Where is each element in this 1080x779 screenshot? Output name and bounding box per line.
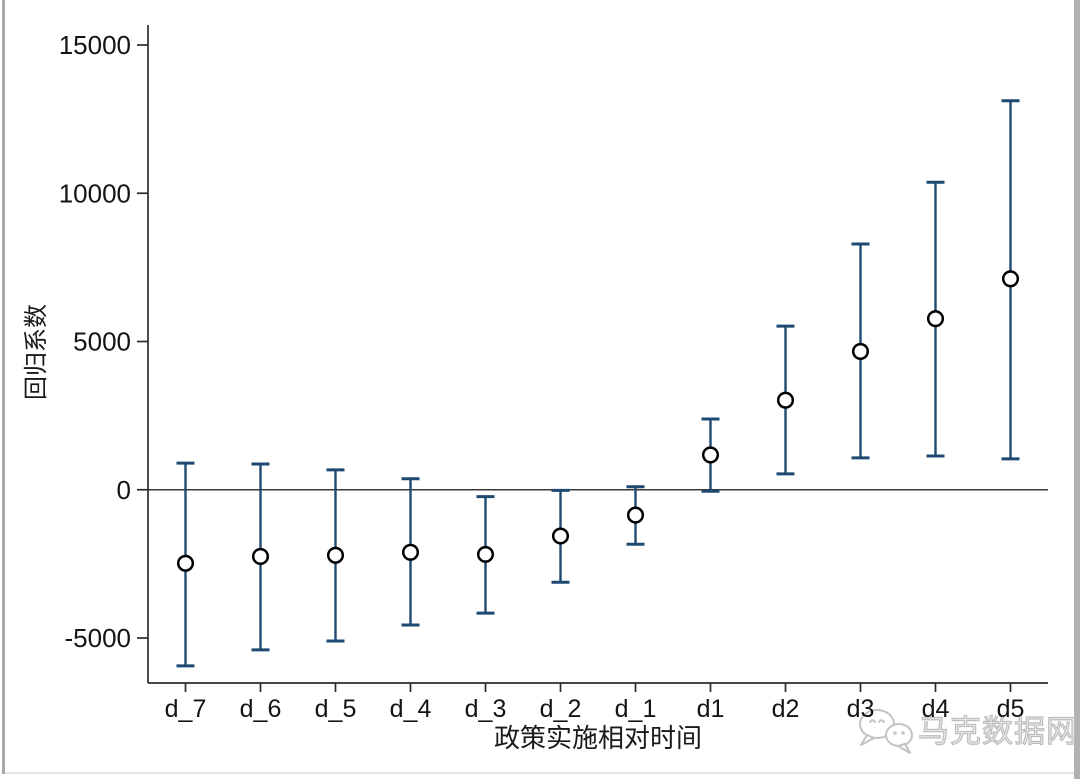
x-tick-label: d_4 <box>390 695 432 723</box>
page-edge-left <box>2 0 5 774</box>
x-tick-label: d2 <box>772 695 800 723</box>
x-tick-label: d_6 <box>240 695 282 723</box>
coef-marker <box>401 543 420 561</box>
x-tick-label: d5 <box>997 695 1025 723</box>
coef-marker <box>626 506 645 524</box>
coef-marker <box>551 527 570 545</box>
coef-marker <box>326 546 345 564</box>
coef-marker <box>701 446 720 464</box>
y-tick-label: 15000 <box>59 30 131 60</box>
x-tick-label: d1 <box>697 695 725 723</box>
page-edge-right <box>1074 0 1080 779</box>
x-tick-label: d_7 <box>165 695 207 723</box>
coef-marker <box>851 342 870 360</box>
x-tick-label: d_5 <box>315 695 357 723</box>
x-tick-label: d_3 <box>465 695 507 723</box>
page-edge-bottom <box>5 772 1074 774</box>
y-tick-label: 10000 <box>59 178 131 208</box>
coef-marker <box>926 310 945 328</box>
x-axis-title: 政策实施相对时间 <box>494 723 702 753</box>
coef-marker <box>776 391 795 409</box>
x-tick-label: d_2 <box>540 695 582 723</box>
x-tick-label: d_1 <box>615 695 657 723</box>
coef-marker <box>1001 270 1020 288</box>
y-tick-label: 5000 <box>73 327 131 357</box>
coef-marker <box>176 554 195 572</box>
x-tick-label: d3 <box>847 695 875 723</box>
x-tick-label: d4 <box>922 695 950 723</box>
y-tick-label: -5000 <box>65 623 132 653</box>
y-tick-label: 0 <box>117 475 131 505</box>
coef-marker <box>251 547 270 566</box>
y-axis-title: 回归系数 <box>23 304 50 400</box>
coef-marker <box>476 545 495 563</box>
